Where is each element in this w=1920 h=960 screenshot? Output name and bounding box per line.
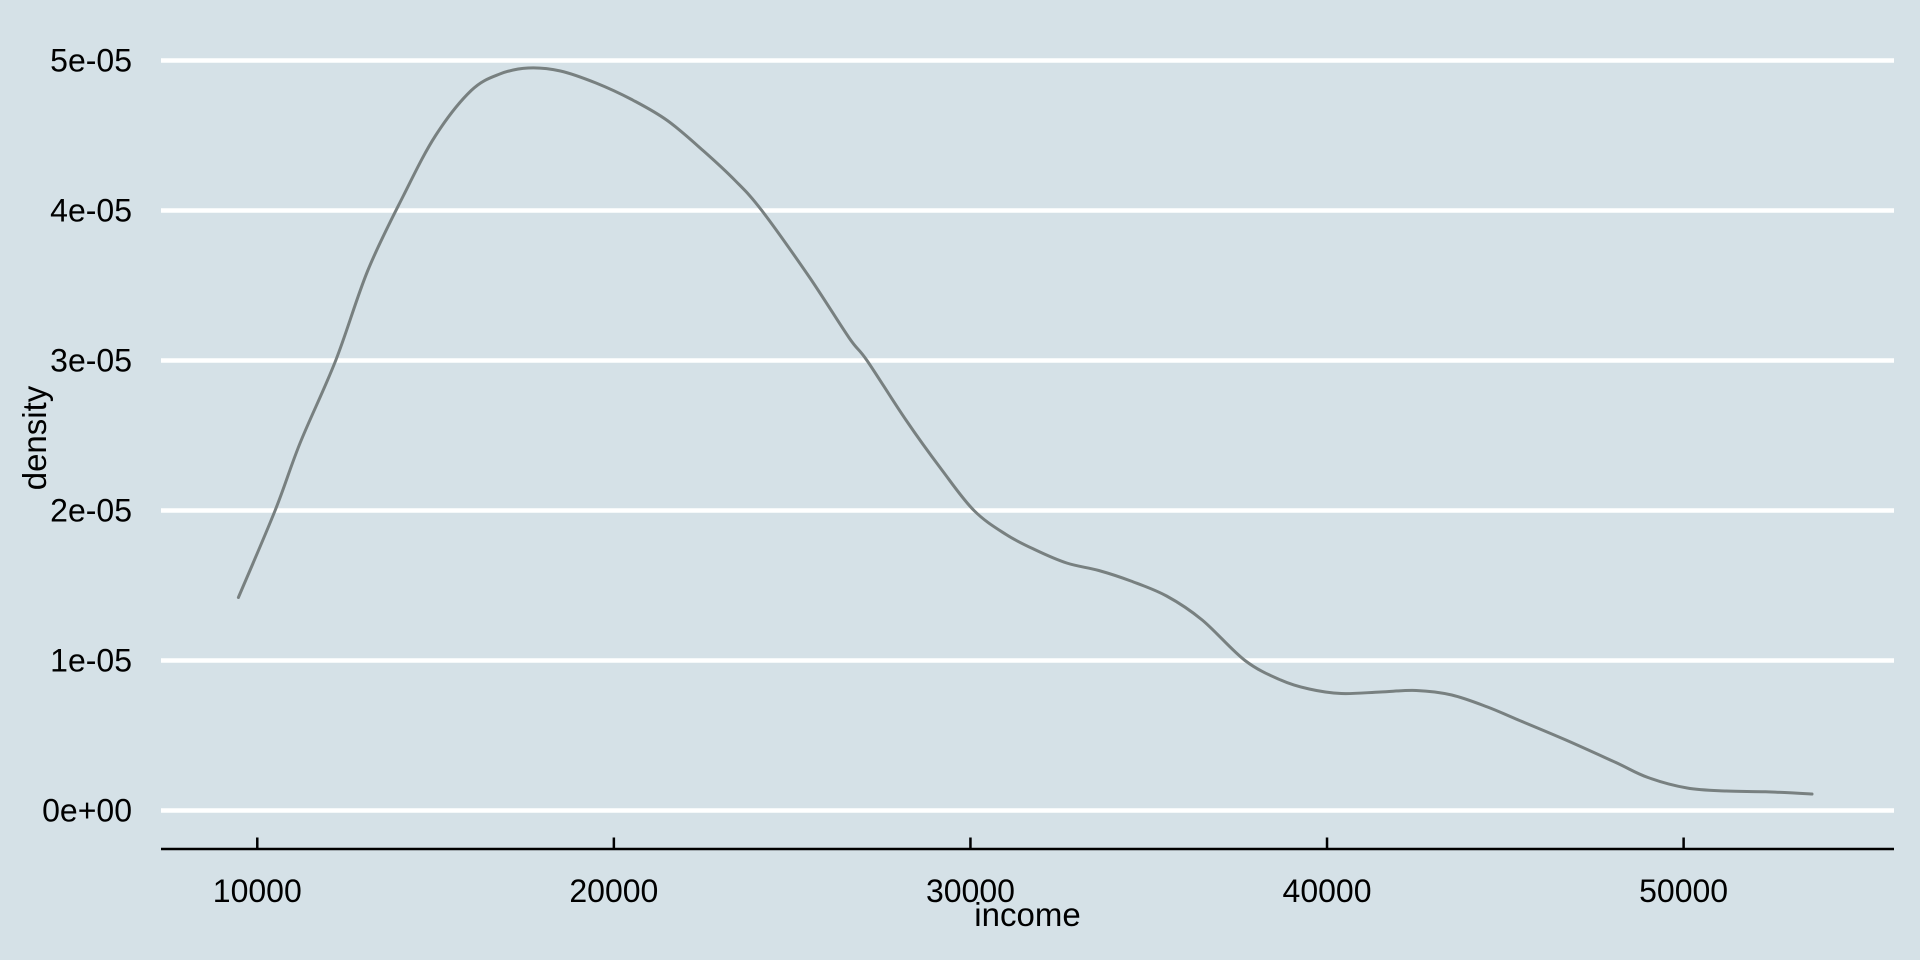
- y-tick-label: 3e-05: [50, 343, 132, 379]
- y-axis-title: density: [16, 385, 53, 490]
- y-tick-label: 1e-05: [50, 643, 132, 679]
- x-axis-ticks: [256, 837, 1685, 849]
- y-tick-label: 5e-05: [50, 43, 132, 79]
- horizontal-gridlines: [161, 58, 1894, 813]
- x-tick-label: 10000: [213, 873, 302, 909]
- x-tick-label: 40000: [1283, 873, 1372, 909]
- x-axis-title: income: [974, 896, 1080, 933]
- density-curve: [236, 66, 1814, 796]
- x-tick-label: 30000: [926, 873, 1015, 909]
- x-tick-label: 50000: [1639, 873, 1728, 909]
- x-axis-tick-labels: 10000 20000 30000 40000 50000: [213, 873, 1728, 909]
- y-tick-label: 4e-05: [50, 193, 132, 229]
- x-tick-label: 20000: [569, 873, 658, 909]
- y-tick-label: 2e-05: [50, 493, 132, 529]
- y-axis-tick-labels: 0e+00 1e-05 2e-05 3e-05 4e-05 5e-05: [42, 43, 132, 829]
- y-tick-label: 0e+00: [42, 793, 132, 829]
